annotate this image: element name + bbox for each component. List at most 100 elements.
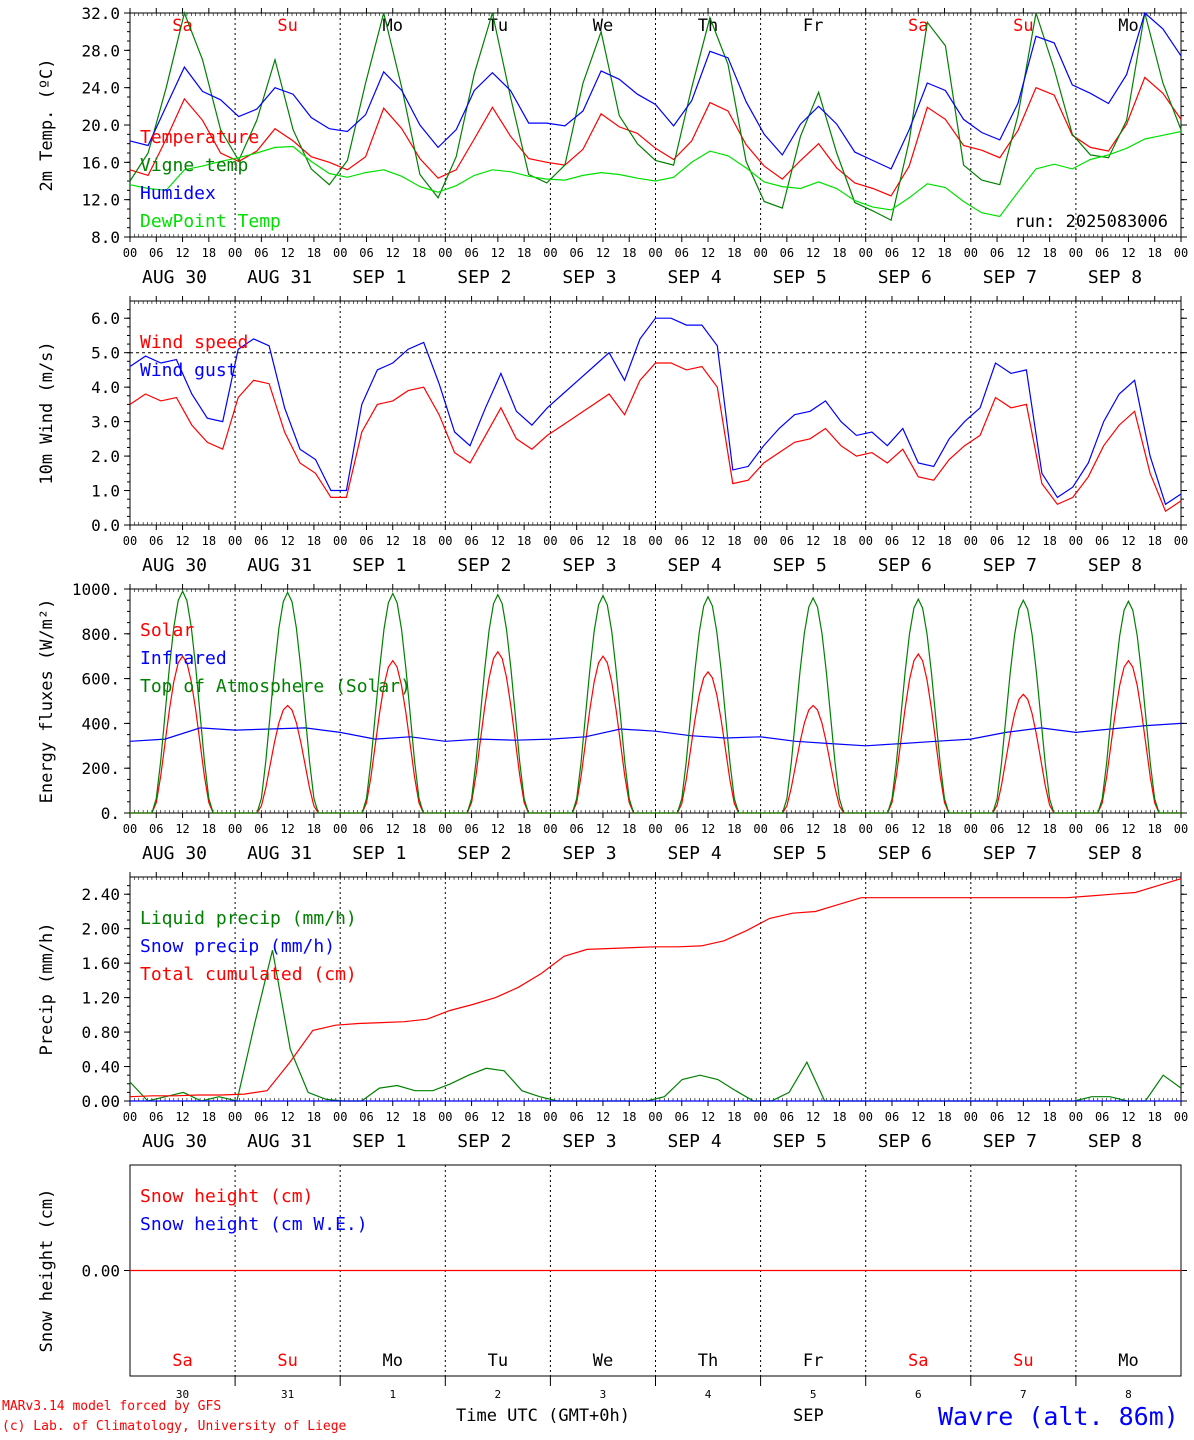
hour-tick-label: 18 bbox=[412, 1110, 426, 1124]
y-tick-label: 1000. bbox=[72, 580, 120, 599]
hour-tick-label: 12 bbox=[701, 246, 715, 260]
hour-tick-label: 06 bbox=[254, 1110, 268, 1124]
hour-tick-label: 18 bbox=[517, 1110, 531, 1124]
hour-tick-label: 06 bbox=[464, 1110, 478, 1124]
hour-tick-label: 18 bbox=[412, 822, 426, 836]
hour-tick-label: 00 bbox=[333, 534, 347, 548]
hour-tick-label: 18 bbox=[937, 246, 951, 260]
legend-entry: Temperature bbox=[140, 127, 259, 148]
day-number-label: 8 bbox=[1125, 1388, 1132, 1400]
y-tick-label: 3.0 bbox=[91, 413, 120, 432]
date-label: SEP 6 bbox=[878, 555, 932, 576]
hour-tick-label: 12 bbox=[491, 534, 505, 548]
legend-entry: Snow precip (mm/h) bbox=[140, 936, 335, 957]
y-tick-label: 0. bbox=[101, 804, 120, 823]
hour-tick-label: 00 bbox=[1174, 822, 1188, 836]
y-tick-label: 4.0 bbox=[91, 378, 120, 397]
legend-entry: DewPoint Temp bbox=[140, 211, 281, 232]
date-label: SEP 5 bbox=[773, 1131, 827, 1152]
date-label: SEP 2 bbox=[457, 267, 511, 288]
date-label: SEP 1 bbox=[352, 555, 406, 576]
hour-tick-label: 18 bbox=[1042, 822, 1056, 836]
hour-tick-label: 00 bbox=[964, 1110, 978, 1124]
legend-entry: Vigne temp bbox=[140, 155, 248, 176]
hour-tick-label: 18 bbox=[1042, 534, 1056, 548]
day-number-label: 6 bbox=[915, 1388, 922, 1400]
hour-tick-label: 00 bbox=[648, 1110, 662, 1124]
hour-tick-label: 06 bbox=[254, 534, 268, 548]
hour-tick-label: 06 bbox=[464, 534, 478, 548]
month-label: SEP bbox=[793, 1406, 824, 1426]
hour-tick-label: 12 bbox=[1016, 822, 1030, 836]
date-label: AUG 30 bbox=[142, 267, 207, 288]
date-label: SEP 8 bbox=[1088, 1131, 1142, 1152]
hour-tick-label: 12 bbox=[1121, 822, 1135, 836]
hour-tick-label: 12 bbox=[596, 246, 610, 260]
hour-tick-label: 18 bbox=[1042, 246, 1056, 260]
run-label: run: 2025083006 bbox=[1014, 212, 1168, 232]
hour-tick-label: 06 bbox=[885, 246, 899, 260]
series-line-temperature bbox=[129, 76, 1182, 197]
y-tick-label: 0.00 bbox=[81, 1262, 120, 1281]
hour-tick-label: 18 bbox=[622, 246, 636, 260]
hour-tick-label: 06 bbox=[359, 246, 373, 260]
date-label: SEP 6 bbox=[878, 267, 932, 288]
hour-tick-label: 12 bbox=[806, 1110, 820, 1124]
weekday-label: Tu bbox=[488, 1351, 508, 1371]
day-number-label: 5 bbox=[810, 1388, 817, 1400]
hour-tick-label: 18 bbox=[307, 1110, 321, 1124]
hour-tick-label: 00 bbox=[858, 1110, 872, 1124]
hour-tick-label: 18 bbox=[832, 246, 846, 260]
hour-tick-label: 12 bbox=[911, 822, 925, 836]
hour-tick-label: 06 bbox=[464, 822, 478, 836]
hour-tick-label: 18 bbox=[307, 822, 321, 836]
date-label: SEP 8 bbox=[1088, 555, 1142, 576]
hour-tick-label: 06 bbox=[990, 534, 1004, 548]
hour-tick-label: 18 bbox=[937, 534, 951, 548]
hour-tick-label: 12 bbox=[806, 246, 820, 260]
hour-tick-label: 06 bbox=[1095, 822, 1109, 836]
date-label: SEP 2 bbox=[457, 843, 511, 864]
hour-tick-label: 00 bbox=[543, 246, 557, 260]
hour-tick-label: 12 bbox=[806, 534, 820, 548]
hour-tick-label: 12 bbox=[1016, 1110, 1030, 1124]
hour-tick-label: 00 bbox=[228, 246, 242, 260]
hour-tick-label: 12 bbox=[1121, 534, 1135, 548]
hour-tick-label: 18 bbox=[307, 534, 321, 548]
date-label: SEP 3 bbox=[562, 267, 616, 288]
y-tick-label: 20.0 bbox=[81, 116, 120, 135]
day-number-label: 3 bbox=[600, 1388, 607, 1400]
hour-tick-label: 00 bbox=[858, 822, 872, 836]
y-tick-label: 400. bbox=[81, 714, 120, 733]
weekday-label: Su bbox=[1013, 1351, 1033, 1371]
chart-panel-1: 8.0 12.0 16.0 20.0 24.0 28.0 32.0 2m Temp. (ºC)… bbox=[37, 4, 1188, 288]
hour-tick-label: 18 bbox=[202, 822, 216, 836]
hour-tick-label: 06 bbox=[780, 1110, 794, 1124]
weekday-label: Mo bbox=[383, 1351, 403, 1371]
series-line-infrared bbox=[129, 722, 1182, 747]
hour-tick-label: 18 bbox=[832, 1110, 846, 1124]
date-label: SEP 4 bbox=[668, 267, 722, 288]
hour-tick-label: 12 bbox=[911, 534, 925, 548]
hour-tick-label: 06 bbox=[675, 534, 689, 548]
hour-tick-label: 00 bbox=[438, 1110, 452, 1124]
weekday-label: Fr bbox=[803, 16, 823, 36]
hour-tick-label: 06 bbox=[990, 246, 1004, 260]
hour-tick-label: 00 bbox=[543, 1110, 557, 1124]
series-line-humidex bbox=[129, 11, 1182, 170]
date-label: SEP 4 bbox=[668, 555, 722, 576]
date-label: SEP 6 bbox=[878, 1131, 932, 1152]
hour-tick-label: 06 bbox=[675, 822, 689, 836]
legend-entry: Humidex bbox=[140, 183, 216, 204]
hour-tick-label: 12 bbox=[596, 534, 610, 548]
hour-tick-label: 12 bbox=[596, 822, 610, 836]
legend-entry: Snow height (cm) bbox=[140, 1186, 313, 1207]
hour-tick-label: 12 bbox=[596, 1110, 610, 1124]
hour-tick-label: 12 bbox=[175, 1110, 189, 1124]
hour-tick-label: 18 bbox=[202, 1110, 216, 1124]
legend-entry: Liquid precip (mm/h) bbox=[140, 908, 357, 929]
y-tick-label: 32.0 bbox=[81, 4, 120, 23]
hour-tick-label: 00 bbox=[333, 246, 347, 260]
y-tick-label: 0.0 bbox=[91, 516, 120, 535]
hour-tick-label: 12 bbox=[1016, 246, 1030, 260]
